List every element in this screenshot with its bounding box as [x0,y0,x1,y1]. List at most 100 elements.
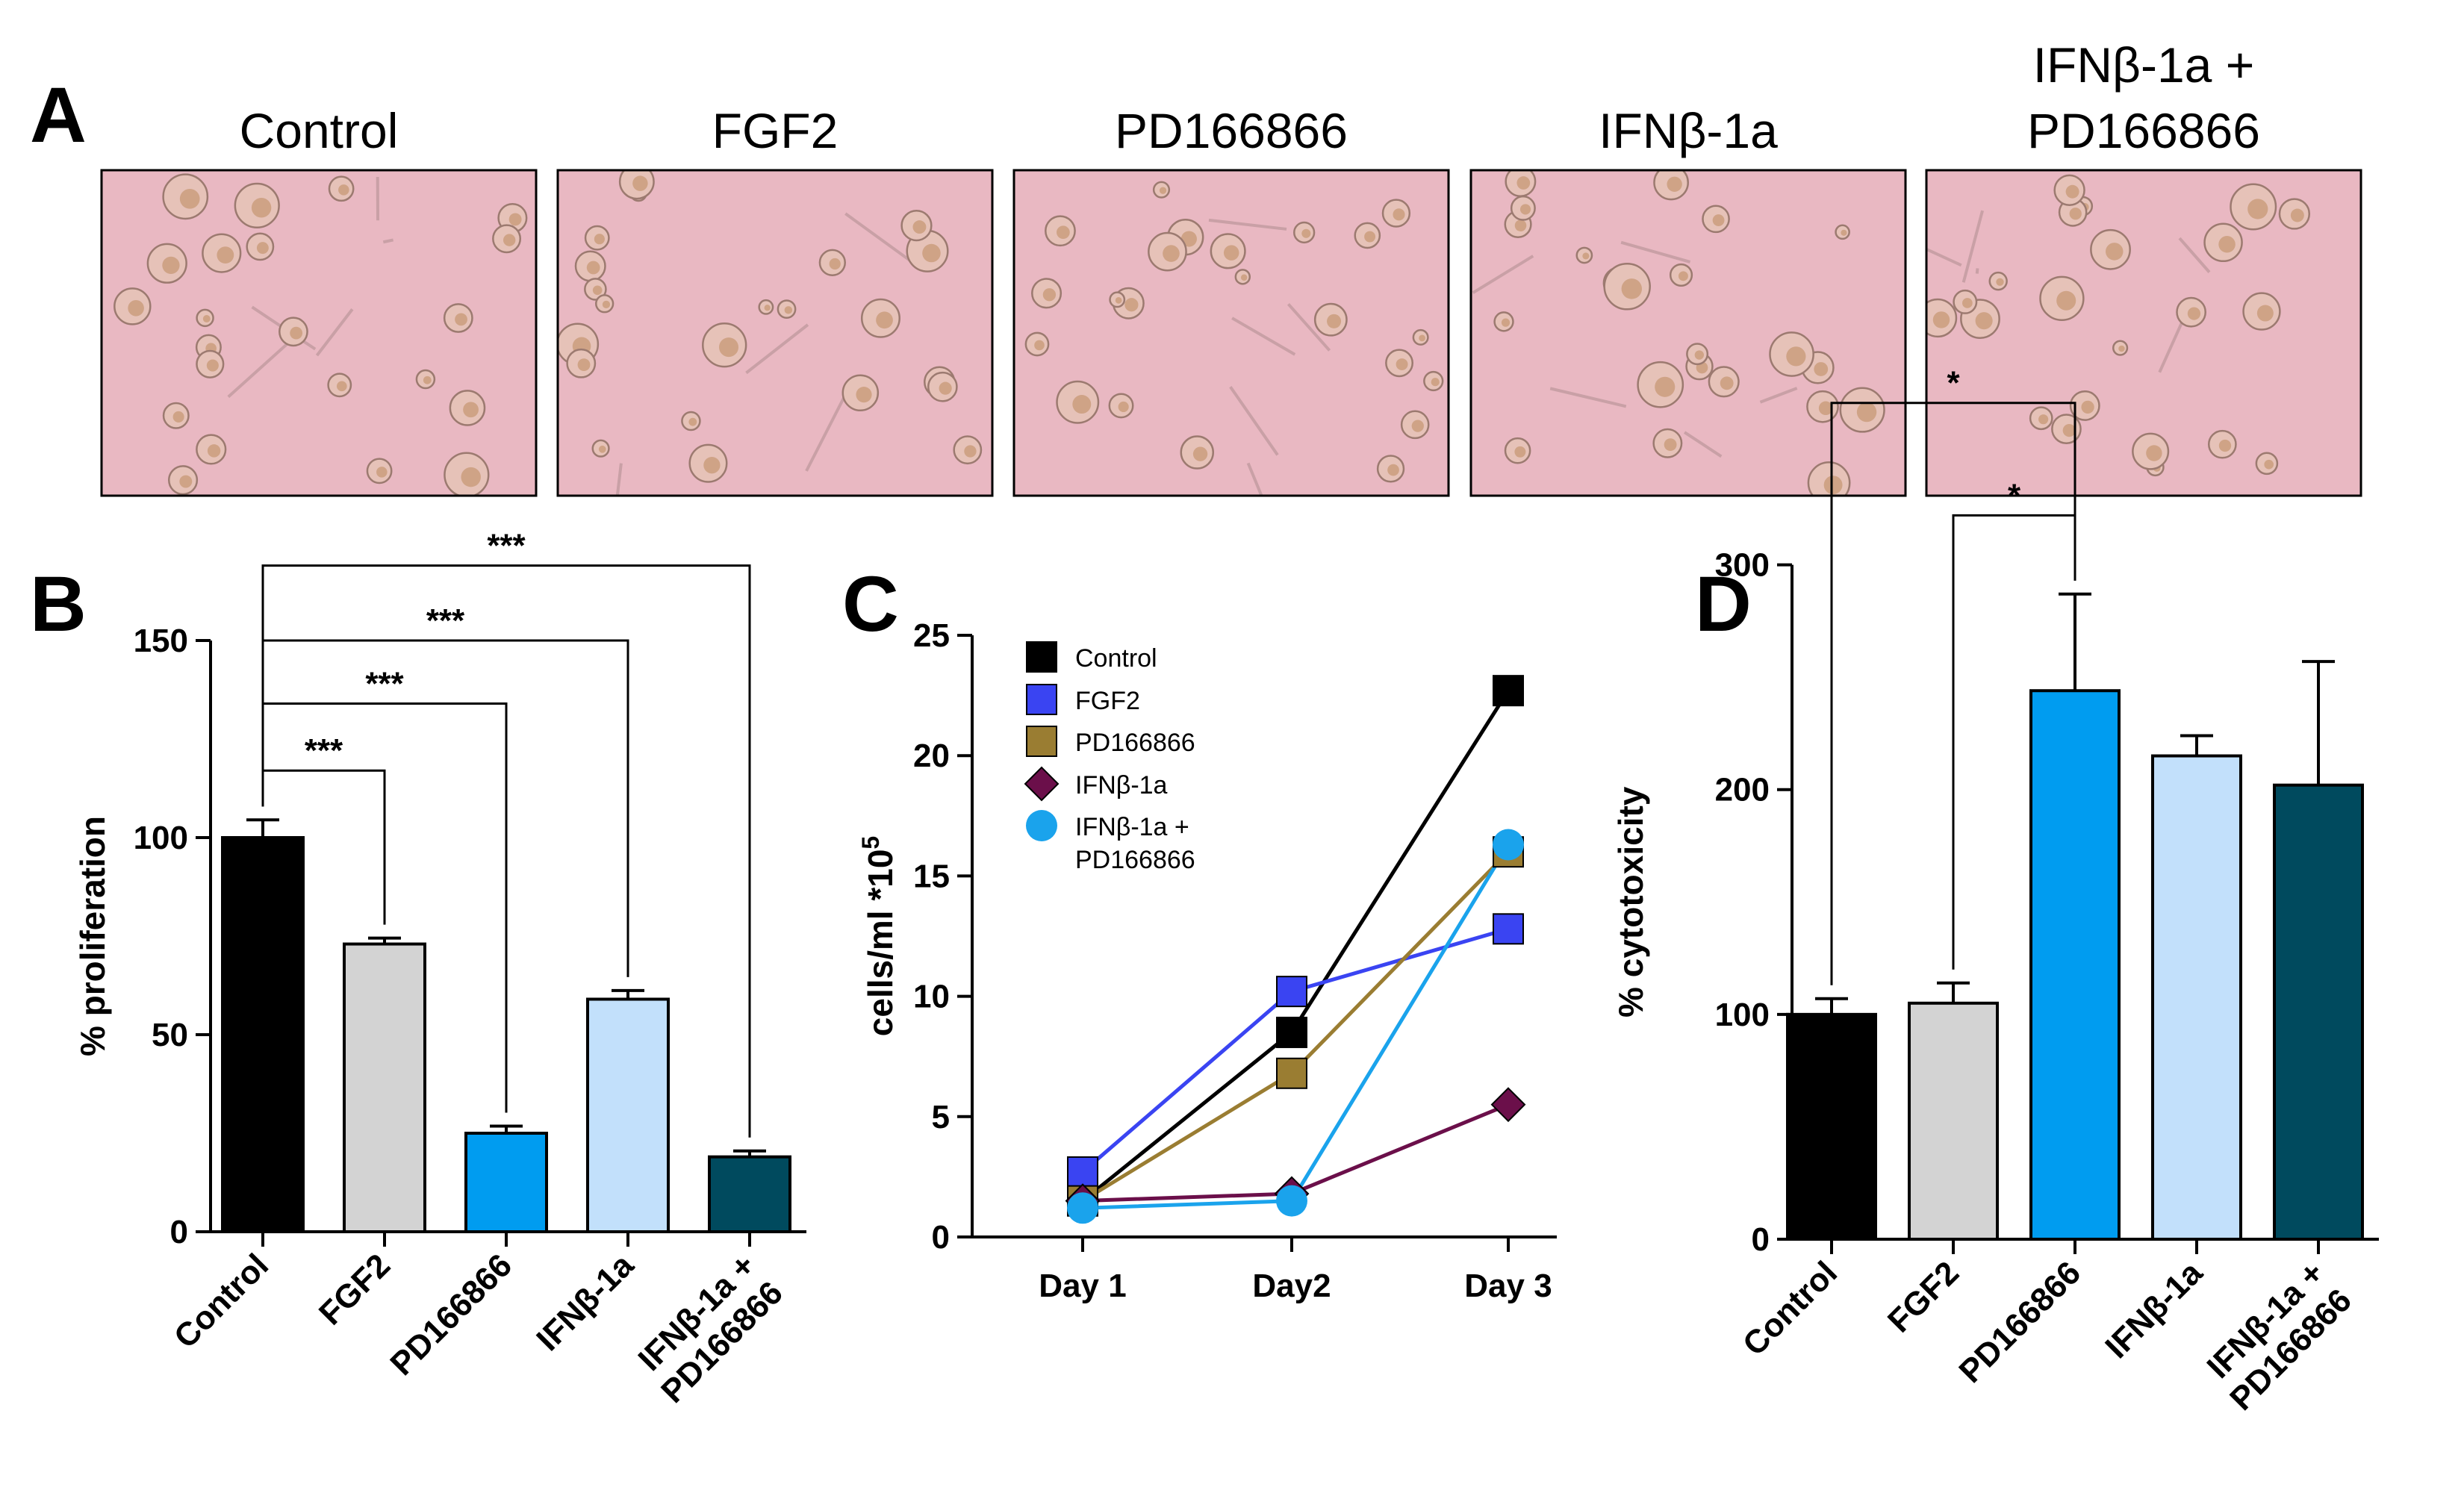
micrograph-image [102,170,536,496]
cell-nucleus [912,220,927,234]
cell-nucleus [179,475,193,488]
cell-nucleus [179,188,200,209]
cell-nucleus [1034,340,1045,351]
cell-nucleus [586,261,600,275]
data-point [1276,976,1307,1008]
cell-nucleus [1180,231,1197,247]
panel-a-letter: A [30,72,87,159]
panel-b: B 0 50 100 150 % proliferation Control FGF2PD1… [30,528,806,1410]
cell-nucleus [592,285,603,296]
cell-nucleus [2256,305,2274,322]
cell-process [1246,462,1263,496]
cell-nucleus [1124,298,1139,312]
micrograph-label: PD166866 [1115,103,1348,158]
cell-nucleus [1192,446,1208,461]
cell-nucleus [217,246,234,264]
cell-nucleus [2218,236,2236,253]
cell-nucleus [594,234,605,245]
series-line [1081,926,1509,1174]
data-point [1276,1057,1307,1089]
cell-nucleus [461,467,481,487]
significance-label: *** [305,732,343,769]
x-tick-label-line: IFNβ-1a [529,1247,641,1358]
cell-nucleus [1159,187,1167,194]
cell-nucleus [128,299,144,317]
micrograph-frame [1012,169,1450,497]
micrograph-frame [1469,169,1907,497]
cell-nucleus [1118,401,1129,413]
micrograph-label: FGF2 [712,103,839,158]
micrograph-label: Control [240,103,399,158]
cell-nucleus [2247,199,2268,219]
cell-nucleus [1516,176,1531,190]
x-tick-label: Day 1 [1039,1268,1126,1304]
cell-nucleus [1856,402,1877,423]
cell-nucleus [2081,400,2094,414]
legend-label: PD166866 [1075,846,1195,874]
cell-nucleus [577,358,591,372]
cell-nucleus [423,375,432,384]
cell-nucleus [2187,307,2201,320]
panel-d-letter: D [1695,561,1752,648]
micrograph-row: Control FGF2 PD166866 IFNβ-1a IFNβ-1a + PD166… [100,37,2362,497]
cell-nucleus [336,381,347,392]
micrograph-image [1014,170,1449,496]
cell-nucleus [964,445,977,458]
bar [586,997,670,1233]
data-point [1493,675,1524,707]
cell-nucleus [2056,290,2076,311]
data-point [1026,726,1057,757]
data-point [1026,810,1057,841]
data-point [1026,641,1057,673]
micrograph-background [1014,170,1449,496]
cell-nucleus [2290,208,2304,222]
x-tick-label: Day2 [1252,1268,1331,1304]
cell-nucleus [1223,245,1239,261]
cell-nucleus [1841,229,1847,236]
bar [1786,1012,1877,1241]
cell-nucleus [1411,420,1424,432]
cell-nucleus [1514,446,1526,458]
cell-process [1229,386,1279,456]
data-point [1067,1156,1098,1188]
y-tick-label: 20 [913,738,950,774]
cell-nucleus [2146,445,2162,461]
cytotoxicity-bar-chart: 0 100 200 300 % cytotoxicity Control FGF2PD166… [1611,365,2379,1418]
cell-nucleus [1057,225,1070,240]
y-tick-label: 0 [1752,1221,1770,1258]
cell-nucleus [1327,314,1342,328]
cell-nucleus [2118,345,2125,352]
bar [708,1155,791,1234]
x-tick-label: IFNβ-1a [2098,1254,2209,1365]
data-point [1026,684,1057,715]
significance-label: * [2008,477,2021,514]
cell-nucleus [856,387,872,403]
cell-nucleus [1501,318,1511,327]
cell-nucleus [172,411,184,423]
significance-bracket [261,639,629,977]
y-tick-label: 200 [1715,772,1770,808]
bar [2151,754,2242,1241]
cell-nucleus [202,315,211,322]
cell-nucleus [1621,278,1643,299]
panel-b-letter: B [30,561,87,648]
cell-nucleus [2264,459,2274,470]
y-axis-label: cells/ml *105 [857,836,900,1036]
cell-process [805,395,847,472]
cell-process [315,308,354,357]
cell-nucleus [1655,376,1676,397]
cell-nucleus [1240,274,1248,281]
data-point [1276,1016,1307,1048]
bar [2273,783,2364,1241]
significance-label: *** [487,528,526,564]
panel-a: A Control FGF2 PD166866 IFNβ-1a IFNβ-1a + PD1… [30,37,2362,497]
cell-process [1683,431,1723,458]
cell-nucleus [602,300,611,309]
x-tick-label-line: Control [1736,1254,1844,1362]
cell-nucleus [508,213,522,226]
cell-process [1231,317,1296,356]
cell-nucleus [1694,350,1705,360]
y-tick-label: 10 [913,979,950,1015]
